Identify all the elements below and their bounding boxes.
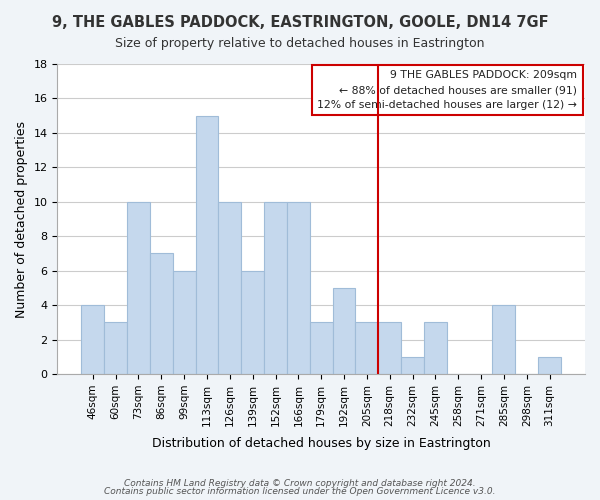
Bar — [82, 305, 104, 374]
Bar — [173, 270, 196, 374]
Bar — [218, 202, 241, 374]
Bar — [287, 202, 310, 374]
Text: Contains HM Land Registry data © Crown copyright and database right 2024.: Contains HM Land Registry data © Crown c… — [124, 478, 476, 488]
Bar — [264, 202, 287, 374]
Bar — [127, 202, 150, 374]
Bar — [104, 322, 127, 374]
Bar — [332, 288, 355, 374]
Text: Size of property relative to detached houses in Eastrington: Size of property relative to detached ho… — [115, 38, 485, 51]
Bar — [493, 305, 515, 374]
Bar — [150, 254, 173, 374]
Bar — [424, 322, 447, 374]
Bar — [538, 357, 561, 374]
Text: 9 THE GABLES PADDOCK: 209sqm
← 88% of detached houses are smaller (91)
12% of se: 9 THE GABLES PADDOCK: 209sqm ← 88% of de… — [317, 70, 577, 110]
Text: Contains public sector information licensed under the Open Government Licence v3: Contains public sector information licen… — [104, 487, 496, 496]
Bar — [401, 357, 424, 374]
Bar — [355, 322, 379, 374]
Bar — [196, 116, 218, 374]
Bar — [310, 322, 332, 374]
X-axis label: Distribution of detached houses by size in Eastrington: Distribution of detached houses by size … — [152, 437, 491, 450]
Bar — [379, 322, 401, 374]
Y-axis label: Number of detached properties: Number of detached properties — [15, 120, 28, 318]
Bar — [241, 270, 264, 374]
Text: 9, THE GABLES PADDOCK, EASTRINGTON, GOOLE, DN14 7GF: 9, THE GABLES PADDOCK, EASTRINGTON, GOOL… — [52, 15, 548, 30]
